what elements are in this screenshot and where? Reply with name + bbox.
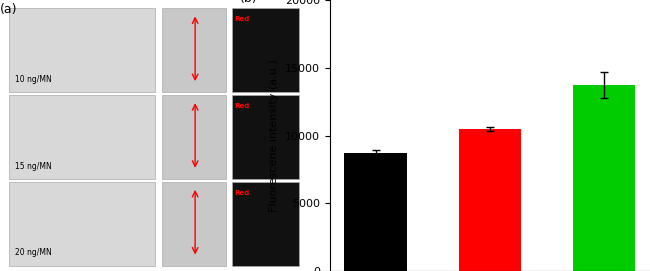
Bar (9, 8, 155, 92)
Bar (162, 95, 226, 179)
Bar (162, 182, 226, 266)
Bar (231, 182, 299, 266)
Text: Red: Red (235, 16, 250, 22)
Text: (b): (b) (240, 0, 258, 5)
Bar (573, 85, 636, 271)
Bar (231, 95, 299, 179)
Text: 10 ng/MN: 10 ng/MN (15, 75, 52, 84)
Bar (344, 153, 407, 271)
Text: Red: Red (235, 103, 250, 109)
Text: 15 ng/MN: 15 ng/MN (15, 162, 52, 171)
Bar (9, 95, 155, 179)
Text: Red: Red (235, 190, 250, 196)
Text: 20 ng/MN: 20 ng/MN (15, 249, 52, 257)
Text: (a): (a) (0, 3, 18, 16)
Bar (9, 182, 155, 266)
Bar (162, 8, 226, 92)
Bar (458, 129, 521, 271)
Y-axis label: Fluorescene intensity (a.u.): Fluorescene intensity (a.u.) (270, 59, 280, 212)
Bar (231, 8, 299, 92)
